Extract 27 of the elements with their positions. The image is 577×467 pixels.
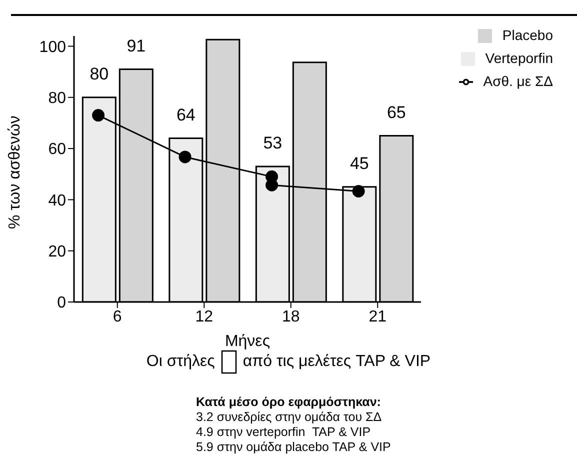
text: 3.2 συνεδρίες στην ομάδα του ΣΔ: [196, 410, 383, 425]
data-label: 53: [263, 133, 282, 152]
text: 5.9 στην ομάδα placebo TAP & VIP: [196, 440, 391, 455]
y-axis-title: % των ασθενών: [6, 116, 24, 229]
y-tick-label: 0: [57, 294, 66, 312]
y-tick-label: 60: [48, 141, 66, 158]
data-label: 45: [350, 154, 369, 173]
data-label: 80: [90, 64, 109, 84]
x-tick-label: 18: [282, 308, 300, 326]
legend-label: Placebo: [502, 27, 553, 43]
text: Κατά μέσο όρο εφαρμόστηκαν:: [196, 395, 382, 410]
data-label: 65: [386, 102, 406, 122]
x-tick-label: 12: [195, 308, 214, 326]
x-tick-label: 6: [112, 308, 122, 326]
y-tick-label: 100: [39, 38, 66, 56]
legend-label: Ασθ. με ΣΔ: [483, 73, 553, 89]
y-tick-label: 20: [48, 244, 66, 261]
x-tick-label: 21: [368, 308, 387, 326]
text: 4.9 στην verteporfin TAP & VIP: [196, 425, 372, 440]
text: Οι στήλες: [146, 353, 215, 371]
x-axis-title: Μήνες: [224, 333, 270, 350]
legend-label: Verteporfin: [485, 50, 553, 66]
y-tick-label: 40: [48, 192, 66, 210]
data-label: 91: [126, 36, 146, 56]
data-label: 64: [176, 105, 196, 124]
text: από τις μελέτες TAP & VIP: [242, 353, 431, 371]
y-tick-label: 80: [48, 90, 66, 108]
